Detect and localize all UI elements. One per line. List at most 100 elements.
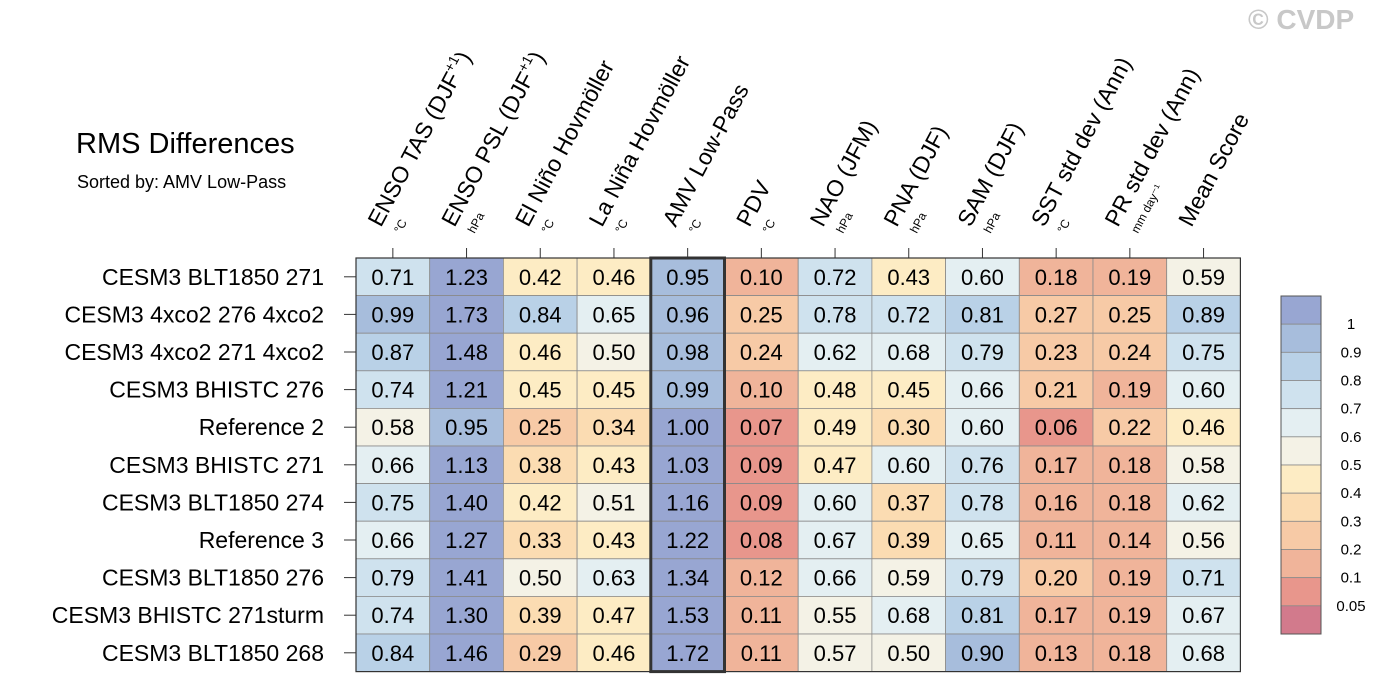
cell-value: 0.17 bbox=[1035, 453, 1078, 478]
colorbar-segment bbox=[1280, 351, 1322, 381]
cell-value: 1.03 bbox=[666, 453, 709, 478]
cell-value: 0.67 bbox=[1182, 603, 1225, 628]
cell-value: 0.89 bbox=[1182, 302, 1225, 327]
row-label: CESM3 4xco2 271 4xco2 bbox=[64, 339, 324, 365]
colorbar-label: 0.8 bbox=[1341, 373, 1362, 390]
heatmap-cell bbox=[1018, 370, 1094, 409]
cell-value: 1.72 bbox=[666, 641, 709, 666]
heatmap-cell bbox=[945, 445, 1020, 484]
cell-value: 0.25 bbox=[1108, 302, 1151, 327]
row-label: CESM3 BHISTC 271sturm bbox=[52, 602, 324, 628]
heatmap-cell bbox=[871, 596, 947, 635]
cell-value: 0.39 bbox=[519, 603, 562, 628]
cell-value: 0.22 bbox=[1108, 415, 1151, 440]
column-unit: °C bbox=[760, 217, 779, 236]
column-unit: °C bbox=[539, 217, 558, 236]
heatmap-cell bbox=[724, 332, 799, 372]
heatmap-cell bbox=[650, 483, 725, 522]
row-label: CESM3 BLT1850 274 bbox=[102, 489, 324, 515]
cell-value: 1.16 bbox=[666, 490, 709, 515]
cell-value: 0.11 bbox=[741, 641, 782, 666]
row-label: Reference 3 bbox=[199, 527, 324, 553]
heatmap-cell bbox=[1018, 483, 1094, 522]
cell-value: 0.49 bbox=[814, 415, 857, 440]
heatmap-cell bbox=[576, 332, 652, 372]
cell-value: 1.00 bbox=[666, 415, 709, 440]
cell-value: 0.66 bbox=[814, 566, 857, 591]
heatmap-cell bbox=[429, 483, 504, 522]
cell-value: 1.30 bbox=[445, 603, 488, 628]
row-label: Reference 2 bbox=[199, 414, 324, 440]
cell-value: 0.66 bbox=[961, 378, 1004, 403]
row-label: CESM3 BLT1850 276 bbox=[102, 565, 324, 591]
cell-value: 0.30 bbox=[887, 415, 930, 440]
cell-value: 0.60 bbox=[887, 453, 930, 478]
heatmap-cell bbox=[1018, 520, 1094, 560]
column-unit: °C bbox=[1054, 217, 1073, 236]
cell-value: 0.84 bbox=[371, 641, 414, 666]
cell-value: 0.75 bbox=[1182, 340, 1225, 365]
row-label: CESM3 BHISTC 271 bbox=[109, 452, 324, 478]
cell-value: 1.21 bbox=[445, 378, 488, 403]
cell-value: 0.84 bbox=[519, 302, 562, 327]
heatmap-cell bbox=[1018, 407, 1094, 447]
colorbar-segment bbox=[1280, 323, 1322, 353]
heatmap-cell bbox=[502, 633, 578, 672]
heatmap-cell bbox=[724, 520, 799, 560]
column-unit: °C bbox=[612, 217, 631, 236]
cell-value: 0.10 bbox=[740, 378, 783, 403]
heatmap-cell bbox=[1166, 407, 1241, 447]
heatmap-cell bbox=[429, 257, 504, 296]
cell-value: 0.66 bbox=[371, 453, 414, 478]
heatmap-cell bbox=[1092, 596, 1168, 635]
heatmap-cell bbox=[724, 370, 799, 409]
heatmap-cell bbox=[429, 596, 504, 635]
heatmap-cell bbox=[871, 257, 947, 296]
cell-value: 0.78 bbox=[814, 302, 857, 327]
cell-value: 0.38 bbox=[519, 453, 562, 478]
cell-value: 1.22 bbox=[666, 528, 709, 553]
heatmap-cell bbox=[1018, 596, 1094, 635]
heatmap-cell bbox=[355, 295, 431, 334]
cell-value: 0.25 bbox=[519, 415, 562, 440]
heatmap-cell bbox=[724, 558, 799, 597]
cell-value: 0.37 bbox=[887, 490, 930, 515]
cell-value: 0.68 bbox=[1182, 641, 1225, 666]
heatmap-cell bbox=[650, 445, 725, 484]
cell-value: 0.18 bbox=[1035, 265, 1078, 290]
cell-value: 0.95 bbox=[666, 265, 709, 290]
heatmap-cell bbox=[650, 596, 725, 635]
cell-value: 0.57 bbox=[814, 641, 857, 666]
cell-value: 0.20 bbox=[1035, 566, 1078, 591]
cell-value: 0.23 bbox=[1035, 340, 1078, 365]
column-unit: hPa bbox=[833, 210, 856, 236]
cell-value: 0.11 bbox=[1036, 528, 1077, 553]
cell-value: 0.45 bbox=[593, 378, 636, 403]
heatmap-cell bbox=[355, 407, 431, 447]
cell-value: 0.87 bbox=[371, 340, 414, 365]
cell-value: 0.65 bbox=[593, 302, 636, 327]
cell-value: 0.39 bbox=[887, 528, 930, 553]
colorbar-segment bbox=[1280, 380, 1322, 410]
heatmap-cell bbox=[1166, 332, 1241, 372]
heatmap-cell bbox=[871, 633, 947, 672]
cell-value: 0.63 bbox=[593, 566, 636, 591]
chart-title: RMS Differences bbox=[76, 128, 295, 160]
cell-value: 0.58 bbox=[1182, 453, 1225, 478]
heatmap-cell bbox=[650, 407, 725, 447]
cell-value: 0.79 bbox=[961, 566, 1004, 591]
colorbar-label: 0.6 bbox=[1341, 429, 1362, 446]
colorbar-segment bbox=[1280, 605, 1322, 635]
heatmap-cell bbox=[576, 445, 652, 484]
column-unit: hPa bbox=[981, 210, 1004, 236]
cell-value: 0.18 bbox=[1108, 641, 1151, 666]
heatmap-cell bbox=[1092, 483, 1168, 522]
cell-value: 0.95 bbox=[445, 415, 488, 440]
heatmap-cell bbox=[1092, 445, 1168, 484]
cell-value: 0.18 bbox=[1108, 453, 1151, 478]
cell-value: 0.78 bbox=[961, 490, 1004, 515]
column-unit: °C bbox=[686, 217, 705, 236]
colorbar-label: 0.9 bbox=[1341, 344, 1362, 361]
heatmap-cell bbox=[576, 520, 652, 560]
